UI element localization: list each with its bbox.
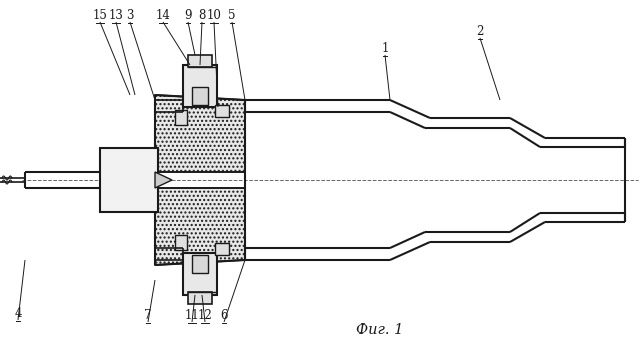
Text: 8: 8 [198, 9, 205, 22]
Text: 6: 6 [220, 309, 228, 322]
Bar [175, 110, 187, 125]
Bar [188, 55, 212, 67]
Bar [188, 292, 212, 304]
Text: 13: 13 [109, 9, 124, 22]
Text: Фиг. 1: Фиг. 1 [356, 323, 404, 337]
Text: 5: 5 [228, 9, 236, 22]
Polygon shape [155, 95, 245, 172]
Text: 4: 4 [14, 307, 22, 320]
Text: 1: 1 [381, 42, 388, 55]
Bar [183, 253, 217, 295]
Text: 11: 11 [184, 309, 200, 322]
Bar [192, 87, 208, 105]
Text: 12: 12 [198, 309, 212, 322]
Text: 10: 10 [207, 9, 221, 22]
Text: 15: 15 [93, 9, 108, 22]
Text: 9: 9 [184, 9, 192, 22]
Text: 14: 14 [156, 9, 170, 22]
Bar [100, 148, 158, 212]
Polygon shape [155, 172, 172, 188]
Text: 2: 2 [476, 25, 484, 38]
Bar [175, 235, 187, 250]
Bar [192, 255, 208, 273]
Text: 3: 3 [126, 9, 134, 22]
Text: 7: 7 [144, 309, 152, 322]
Polygon shape [155, 188, 245, 265]
Bar [215, 105, 229, 117]
Bar [215, 243, 229, 255]
Bar [183, 65, 217, 107]
